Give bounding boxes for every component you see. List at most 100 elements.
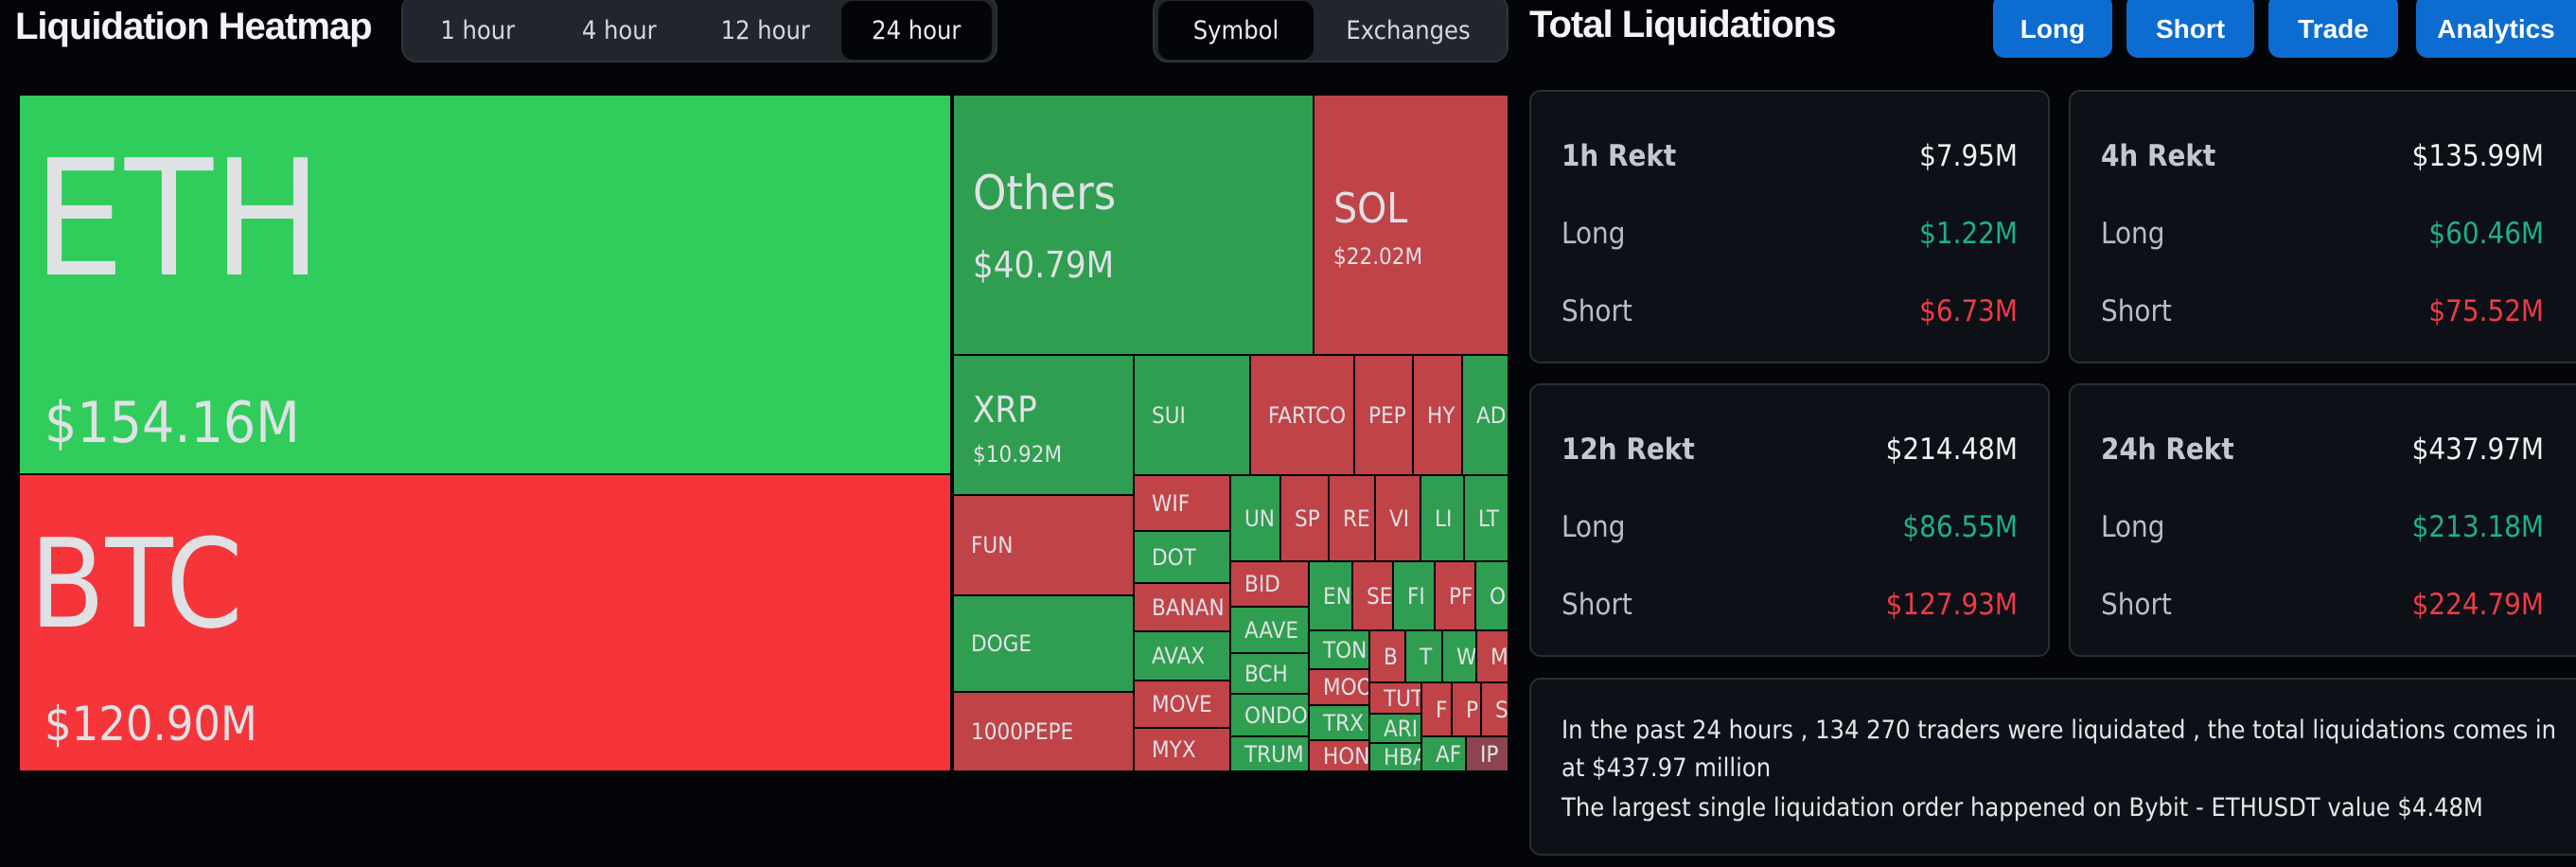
treemap-tile-fi[interactable]: FI [1392, 560, 1436, 631]
treemap-tile-en[interactable]: EN [1308, 560, 1353, 631]
tile-symbol: FI [1407, 582, 1425, 610]
long-button[interactable]: Long [1993, 0, 2112, 58]
time-range-tabs: 1 hour 4 hour 12 hour 24 hour [401, 0, 997, 62]
liquidation-treemap: ETH $154.16M BTC $120.90M Others $40.79M SOL $2… [18, 94, 1509, 772]
card-period-label: 4h Rekt [2101, 139, 2216, 173]
treemap-tile-s[interactable]: S [1480, 681, 1509, 737]
total-liquidations-title: Total Liquidations [1529, 4, 1836, 45]
tile-symbol: MOVE [1152, 691, 1212, 717]
treemap-tile-others[interactable]: Others $40.79M [952, 94, 1314, 356]
card-short-label: Short [1561, 588, 1632, 622]
short-button[interactable]: Short [2126, 0, 2254, 58]
treemap-tile-af[interactable]: AF [1420, 735, 1467, 772]
treemap-tile-bid[interactable]: BID [1229, 560, 1310, 608]
treemap-tile-ari[interactable]: ARI [1368, 713, 1422, 744]
tile-symbol: FARTCO [1268, 401, 1347, 429]
trade-button[interactable]: Trade [2268, 0, 2398, 58]
treemap-tile-li[interactable]: LI [1420, 474, 1465, 562]
treemap-tile-bch[interactable]: BCH [1229, 652, 1310, 695]
card-short-value: $224.79M [2411, 588, 2544, 622]
tab-1-hour[interactable]: 1 hour [440, 15, 516, 45]
treemap-tile-sp[interactable]: SP [1279, 474, 1330, 562]
tile-symbol: AVAX [1152, 643, 1206, 669]
tile-symbol: HBA [1384, 744, 1420, 770]
tile-symbol: LI [1435, 504, 1453, 532]
treemap-tile-avax[interactable]: AVAX [1133, 630, 1231, 681]
tile-symbol: UN [1244, 504, 1275, 532]
tab-12-hour[interactable]: 12 hour [720, 15, 810, 45]
tile-value: $10.92M [973, 441, 1063, 468]
tile-symbol: PF [1449, 582, 1473, 610]
treemap-tile-fun[interactable]: FUN [952, 494, 1135, 596]
card-short-value: $6.73M [1919, 294, 2018, 328]
card-total-value: $7.95M [1919, 139, 2018, 173]
treemap-tile-ton[interactable]: TON [1308, 629, 1370, 670]
page-title: Liquidation Heatmap [15, 6, 373, 47]
tile-symbol: AF [1436, 740, 1462, 768]
treemap-tile-eth[interactable]: ETH $154.16M [18, 94, 952, 475]
treemap-tile-trum[interactable]: TRUM [1229, 735, 1310, 772]
tile-symbol: LT [1478, 504, 1499, 532]
treemap-tile-aave[interactable]: AAVE [1229, 606, 1310, 654]
treemap-tile-dot[interactable]: DOT [1133, 530, 1231, 584]
card-period-label: 12h Rekt [1561, 433, 1695, 467]
tile-symbol: DOGE [971, 630, 1032, 657]
card-long-label: Long [2101, 217, 2165, 251]
card-long-value: $60.46M [2428, 217, 2544, 251]
tile-symbol: AAVE [1244, 616, 1299, 644]
treemap-tile-pf[interactable]: PF [1434, 560, 1476, 631]
treemap-tile-1000pepe[interactable]: 1000PEPE [952, 691, 1135, 772]
tile-symbol: SUI [1152, 401, 1186, 429]
tile-symbol: HON [1323, 742, 1370, 770]
treemap-tile-se[interactable]: SE [1351, 560, 1394, 631]
treemap-tile-re[interactable]: RE [1328, 474, 1376, 562]
tile-symbol: MYX [1152, 736, 1196, 763]
tile-symbol: WIF [1152, 489, 1191, 517]
treemap-tile-o[interactable]: O [1474, 560, 1509, 631]
tab-exchanges[interactable]: Exchanges [1346, 15, 1471, 45]
treemap-tile-xrp[interactable]: XRP $10.92M [952, 354, 1135, 496]
treemap-tile-ad[interactable]: AD [1461, 354, 1509, 476]
treemap-tile-vi[interactable]: VI [1374, 474, 1421, 562]
treemap-tile-sol[interactable]: SOL $22.02M [1313, 94, 1509, 356]
treemap-tile-tut[interactable]: TUT [1368, 681, 1422, 715]
tile-symbol: BID [1244, 571, 1280, 597]
treemap-tile-b[interactable]: B [1368, 629, 1406, 683]
tab-24-hour[interactable]: 24 hour [840, 1, 992, 60]
card-total-value: $135.99M [2411, 139, 2544, 173]
tile-symbol: TRX [1323, 709, 1364, 736]
summary-line-2: at $437.97 million [1561, 753, 1772, 783]
treemap-tile-un[interactable]: UN [1229, 474, 1281, 562]
analytics-button[interactable]: Analytics [2416, 0, 2576, 58]
treemap-tile-doge[interactable]: DOGE [952, 594, 1135, 693]
treemap-tile-ip[interactable]: IP [1465, 735, 1509, 772]
card-long-value: $86.55M [1902, 510, 2018, 544]
treemap-tile-w[interactable]: W [1441, 629, 1477, 683]
treemap-tile-moo[interactable]: MOO [1308, 668, 1370, 706]
treemap-tile-hba[interactable]: HBA [1368, 742, 1422, 772]
summary-line-1: In the past 24 hours , 134 270 traders w… [1561, 716, 2557, 745]
tab-4-hour[interactable]: 4 hour [581, 15, 657, 45]
tab-symbol[interactable]: Symbol [1158, 1, 1314, 60]
tile-symbol: AD [1476, 401, 1507, 429]
treemap-tile-fartco[interactable]: FARTCO [1249, 354, 1355, 476]
treemap-tile-p[interactable]: P [1451, 681, 1482, 737]
treemap-tile-myx[interactable]: MYX [1133, 727, 1231, 772]
tile-symbol: IP [1480, 740, 1499, 768]
treemap-tile-lt[interactable]: LT [1463, 474, 1509, 562]
treemap-tile-ondo[interactable]: ONDO [1229, 693, 1310, 737]
treemap-tile-move[interactable]: MOVE [1133, 680, 1231, 729]
treemap-tile-t[interactable]: T [1404, 629, 1443, 683]
card-short-value: $75.52M [2428, 294, 2544, 328]
treemap-tile-pep[interactable]: PEP [1353, 354, 1414, 476]
treemap-tile-sui[interactable]: SUI [1133, 354, 1251, 476]
treemap-tile-banan[interactable]: BANAN [1133, 582, 1231, 632]
treemap-tile-wif[interactable]: WIF [1133, 474, 1231, 532]
treemap-tile-hy[interactable]: HY [1412, 354, 1463, 476]
treemap-tile-btc[interactable]: BTC $120.90M [18, 473, 952, 772]
treemap-tile-f[interactable]: F [1420, 681, 1453, 737]
treemap-tile-trx[interactable]: TRX [1308, 704, 1370, 741]
treemap-tile-m[interactable]: M [1475, 629, 1509, 683]
treemap-tile-hon[interactable]: HON [1308, 739, 1370, 772]
card-total-value: $214.48M [1885, 433, 2018, 467]
